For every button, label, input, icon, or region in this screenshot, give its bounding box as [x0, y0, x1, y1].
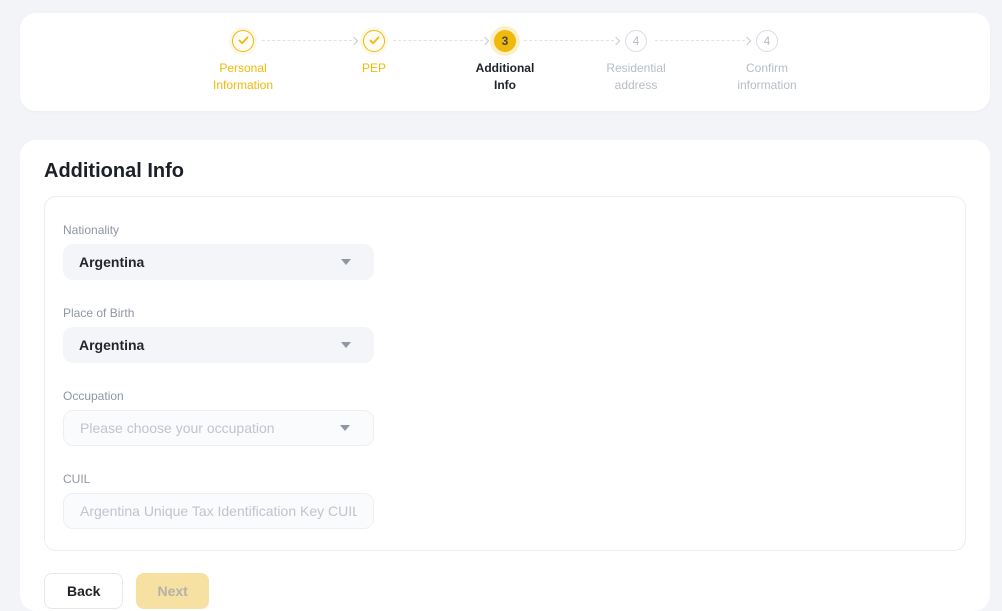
place-of-birth-label: Place of Birth: [63, 306, 135, 320]
step-label: Residential address: [606, 61, 666, 92]
field-occupation: Occupation Please choose your occupation: [63, 389, 947, 446]
step-residential-address: 4 Residential address: [571, 30, 745, 94]
step-label: PEP: [361, 61, 386, 75]
place-of-birth-value: Argentina: [79, 337, 145, 353]
caret-down-icon: [340, 425, 350, 431]
step-additional-info: 3 Additional Info: [440, 30, 614, 94]
step-confirm-information: 4 Confirm information: [702, 30, 833, 94]
occupation-select[interactable]: Please choose your occupation: [63, 410, 374, 446]
stepper-card: Personal Information PEP 3 Additional In…: [20, 13, 990, 111]
step-label: Confirm information: [737, 61, 797, 92]
cuil-label: CUIL: [63, 472, 91, 486]
field-cuil: CUIL: [63, 472, 947, 529]
next-button[interactable]: Next: [136, 573, 209, 609]
caret-down-icon: [341, 342, 351, 348]
step-label: Additional Info: [475, 61, 535, 92]
step-completed-circle: [363, 30, 385, 52]
form-fieldset: Nationality Argentina Place of Birth Arg…: [44, 196, 966, 551]
check-icon: [369, 34, 380, 48]
nationality-value: Argentina: [79, 254, 145, 270]
field-nationality: Nationality Argentina: [63, 223, 947, 280]
check-icon: [238, 34, 249, 48]
nationality-label: Nationality: [63, 223, 120, 237]
step-number-circle: 3: [494, 30, 516, 52]
place-of-birth-select[interactable]: Argentina: [63, 327, 374, 363]
occupation-placeholder: Please choose your occupation: [80, 420, 275, 436]
kyc-stepper: Personal Information PEP 3 Additional In…: [178, 13, 833, 94]
step-personal-information: Personal Information: [178, 30, 352, 94]
nationality-select[interactable]: Argentina: [63, 244, 374, 280]
step-pep: PEP: [309, 30, 483, 94]
additional-info-card: Additional Info Nationality Argentina Pl…: [20, 140, 990, 611]
occupation-label: Occupation: [63, 389, 124, 403]
step-completed-circle: [232, 30, 254, 52]
back-button[interactable]: Back: [44, 573, 124, 609]
step-number-circle: 4: [625, 30, 647, 52]
actions-row: Back Next: [44, 573, 966, 609]
cuil-input[interactable]: [63, 493, 374, 529]
caret-down-icon: [341, 259, 351, 265]
step-number-circle: 4: [756, 30, 778, 52]
field-place-of-birth: Place of Birth Argentina: [63, 306, 947, 363]
page-title: Additional Info: [44, 160, 184, 182]
step-label: Personal Information: [212, 61, 274, 92]
